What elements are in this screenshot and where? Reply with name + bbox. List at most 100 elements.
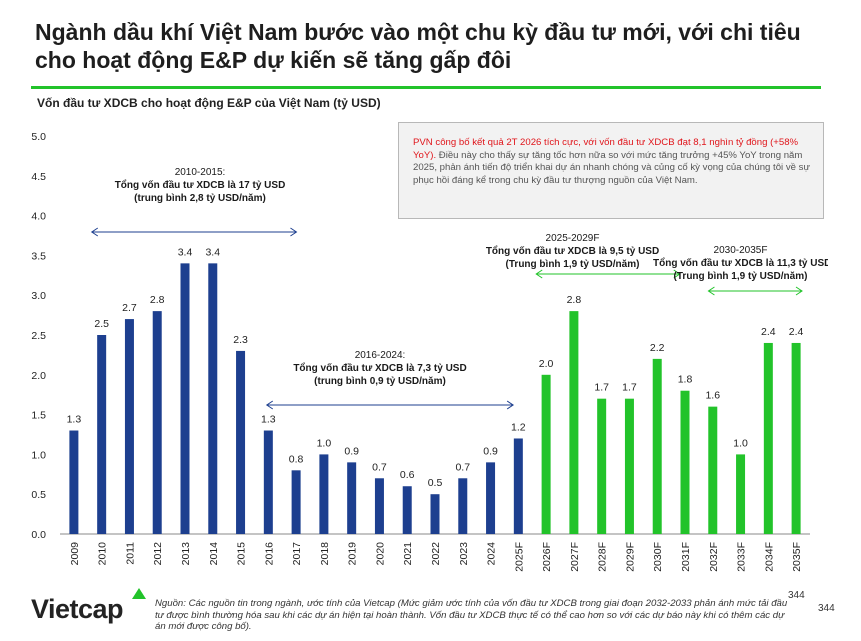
annotation-average: (Trung bình 1,9 tỷ USD/năm) — [505, 259, 640, 270]
arrow-head-left-icon — [707, 286, 715, 296]
bar — [402, 486, 412, 534]
logo-triangle-icon — [132, 588, 146, 599]
y-tick-label: 3.0 — [31, 290, 46, 302]
data-label: 0.9 — [483, 445, 498, 457]
data-label: 1.7 — [594, 382, 609, 394]
page-title: Ngành dầu khí Việt Nam bước vào một chu … — [35, 19, 801, 73]
data-label: 2.8 — [150, 294, 165, 306]
commentary-highlight: PVN công bố kết quả 2T 2026 tích cực, vớ… — [413, 137, 799, 161]
annotation-2016-2024: 2016-2024: Tổng vốn đầu tư XDCB là 7,3 t… — [265, 349, 495, 388]
x-tick-label: 2031F — [680, 542, 692, 572]
bar — [791, 342, 801, 534]
bar — [569, 311, 579, 534]
page-number: 344 — [818, 603, 835, 614]
y-tick-label: 3.5 — [31, 250, 46, 262]
bar — [680, 390, 690, 534]
bar — [291, 470, 301, 534]
x-tick-label: 2028F — [597, 542, 609, 572]
annotation-total: Tổng vốn đầu tư XDCB là 17 tỷ USD — [114, 180, 286, 191]
bar — [541, 374, 551, 534]
x-tick-label: 2027F — [569, 542, 581, 572]
x-tick-label: 2035F — [791, 542, 803, 572]
annotation-2025-2029F: 2025-2029F Tổng vốn đầu tư XDCB là 9,5 t… — [465, 232, 680, 271]
data-label: 0.5 — [428, 477, 443, 489]
arrow-head-right-icon — [290, 227, 298, 237]
data-label: 1.2 — [511, 421, 526, 433]
bar — [763, 342, 773, 534]
x-tick-label: 2024 — [486, 542, 498, 566]
annotation-average: (trung bình 2,8 tỷ USD/năm) — [134, 193, 266, 204]
x-tick-label: 2026F — [541, 542, 553, 572]
arrow-head-right-icon — [795, 286, 803, 296]
bar — [319, 454, 329, 534]
x-tick-label: 2034F — [763, 542, 775, 572]
x-tick-label: 2030F — [652, 542, 664, 572]
bar — [180, 263, 190, 534]
data-label: 1.0 — [733, 437, 748, 449]
x-tick-label: 2022 — [430, 542, 442, 566]
data-label: 1.6 — [705, 390, 720, 402]
y-tick-label: 0.5 — [31, 489, 46, 501]
data-label: 1.0 — [317, 437, 332, 449]
y-tick-label: 5.0 — [31, 131, 46, 143]
data-label: 2.0 — [539, 358, 554, 370]
arrow-head-right-icon — [673, 269, 681, 279]
bar — [208, 263, 218, 534]
x-tick-label: 2017 — [291, 542, 303, 566]
x-tick-label: 2025F — [513, 542, 525, 572]
data-label: 2.4 — [761, 326, 776, 338]
annotation-average: (Trung bình 1,9 tỷ USD/năm) — [673, 271, 808, 282]
annotation-total: Tổng vốn đầu tư XDCB là 7,3 tỷ USD — [293, 363, 467, 374]
bar — [736, 454, 746, 534]
page-number: 344 — [788, 590, 805, 601]
data-label: 1.3 — [261, 414, 276, 426]
bar — [236, 350, 246, 534]
x-tick-label: 2033F — [736, 542, 748, 572]
data-label: 3.4 — [178, 246, 193, 258]
data-label: 0.7 — [372, 461, 387, 473]
x-tick-label: 2023 — [458, 542, 470, 566]
x-tick-label: 2021 — [402, 542, 414, 566]
annotation-2010-2015: 2010-2015: Tổng vốn đầu tư XDCB là 17 tỷ… — [85, 166, 315, 205]
bar — [152, 311, 162, 534]
y-tick-label: 1.0 — [31, 449, 46, 461]
commentary-text: Điều này cho thấy sự tăng tốc hơn nữa so… — [413, 149, 810, 186]
x-tick-label: 2014 — [208, 542, 220, 566]
x-tick-label: 2020 — [374, 542, 386, 566]
bar — [624, 398, 634, 534]
x-tick-label: 2032F — [708, 542, 720, 572]
x-tick-label: 2016 — [263, 542, 275, 566]
y-tick-label: 4.5 — [31, 171, 46, 183]
y-tick-label: 2.5 — [31, 330, 46, 342]
arrow-head-left-icon — [535, 269, 543, 279]
annotation-total: Tổng vốn đầu tư XDCB là 11,3 tỷ USD — [653, 258, 828, 269]
bar — [97, 335, 107, 534]
bar — [263, 430, 273, 534]
data-label: 2.4 — [789, 326, 804, 338]
x-tick-label: 2009 — [69, 542, 81, 566]
data-label: 1.8 — [678, 374, 693, 386]
x-tick-label: 2015 — [236, 542, 248, 566]
vietcap-logo: Vietcap — [31, 594, 124, 624]
y-tick-label: 1.5 — [31, 410, 46, 422]
x-tick-label: 2011 — [124, 542, 136, 565]
bar — [124, 319, 134, 534]
data-label: 2.5 — [94, 318, 109, 330]
x-tick-label: 2018 — [319, 542, 331, 566]
bar — [374, 478, 384, 534]
bar — [458, 478, 468, 534]
data-label: 1.7 — [622, 382, 637, 394]
bar — [597, 398, 607, 534]
data-label: 0.7 — [455, 461, 470, 473]
y-tick-label: 4.0 — [31, 211, 46, 223]
arrow-head-right-icon — [506, 400, 515, 410]
y-tick-label: 2.0 — [31, 370, 46, 382]
data-label: 0.8 — [289, 453, 304, 465]
data-label: 1.3 — [67, 414, 82, 426]
data-label: 0.9 — [344, 445, 359, 457]
annotation-period: 2010-2015: — [174, 167, 226, 178]
arrow-head-left-icon — [265, 400, 274, 410]
bar — [513, 438, 523, 534]
data-label: 2.7 — [122, 302, 137, 314]
